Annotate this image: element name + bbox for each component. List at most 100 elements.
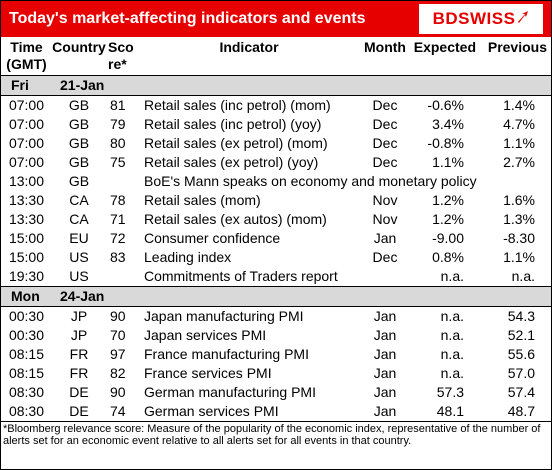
cell-country: GB: [68, 153, 90, 170]
cell-expected: -0.8%: [427, 134, 464, 151]
indicators-table: Time (GMT) Country Sco re* Indicator Month…: [1, 37, 551, 421]
cell-month: Jan: [373, 402, 397, 419]
cell-score: 79: [110, 115, 126, 132]
cell-time: 13:30: [8, 191, 45, 208]
cell-time: 07:00: [8, 134, 45, 151]
cell-indicator: Retail sales (ex petrol) (mom): [144, 134, 328, 151]
cell-indicator: German services PMI: [144, 402, 279, 419]
cell-previous: 1.6%: [503, 191, 535, 208]
cell-indicator: Commitments of Traders report: [144, 267, 338, 284]
cell-score: 72: [110, 229, 126, 246]
cell-country: CA: [69, 210, 89, 227]
cell-time: 07:00: [8, 153, 45, 170]
cell-score: 81: [110, 96, 126, 113]
table-row: 15:00 US 83 Leading index Dec 0.8% 1.1%: [1, 248, 551, 267]
cell-time: 13:30: [8, 210, 45, 227]
title-bar: Today's market-affecting indicators and …: [1, 1, 551, 37]
cell-month: Nov: [372, 210, 398, 227]
footnote: *Bloomberg relevance score: Measure of t…: [1, 420, 551, 447]
cell-month: Nov: [372, 191, 398, 208]
cell-indicator: Consumer confidence: [144, 229, 281, 246]
cell-country: US: [69, 267, 89, 284]
cell-expected: 0.8%: [432, 248, 464, 265]
cell-time: 08:30: [8, 383, 45, 400]
col-time: Time (GMT): [6, 39, 47, 72]
cell-expected: n.a.: [440, 364, 464, 381]
cell-indicator: Retail sales (inc petrol) (mom): [144, 96, 331, 113]
cell-score: 82: [110, 364, 126, 381]
table-row: 07:00 GB 81 Retail sales (inc petrol) (mom)…: [1, 95, 551, 115]
cell-previous: 52.1: [507, 326, 535, 343]
cell-indicator: Japan manufacturing PMI: [144, 307, 304, 324]
cell-indicator: France services PMI: [144, 364, 272, 381]
brand-logo: BDSWISS: [419, 4, 543, 34]
cell-previous: 1.1%: [503, 134, 535, 151]
cell-indicator: Retail sales (ex autos) (mom): [144, 210, 327, 227]
cell-previous: -8.30: [503, 229, 535, 246]
cell-country: CA: [69, 191, 89, 208]
cell-time: 00:30: [8, 326, 45, 343]
cell-country: JP: [70, 307, 88, 324]
table-row: 13:30 CA 78 Retail sales (mom) Nov 1.2% 1.6%: [1, 191, 551, 210]
cell-previous: 55.6: [507, 345, 535, 362]
cell-score: 83: [110, 248, 126, 265]
cell-month: Jan: [373, 383, 397, 400]
col-previous: Previous: [487, 39, 547, 55]
cell-time: 13:00: [8, 172, 45, 189]
cell-expected: 1.1%: [432, 153, 464, 170]
table-row: 08:15 FR 82 France services PMI Jan n.a. 57.0: [1, 364, 551, 383]
cell-expected: 1.2%: [432, 191, 464, 208]
cell-indicator: Japan services PMI: [144, 326, 267, 343]
table-row: 15:00 EU 72 Consumer confidence Jan -9.00 -8.3…: [1, 229, 551, 248]
cell-time: 07:00: [8, 96, 45, 113]
day-date: 24-Jan: [52, 285, 551, 307]
cell-expected: n.a.: [440, 345, 464, 362]
table-row: 13:30 CA 71 Retail sales (ex autos) (mom) No…: [1, 210, 551, 229]
cell-month: Dec: [372, 153, 398, 170]
cell-country: FR: [69, 364, 89, 381]
table-row: 13:00 GB BoE's Mann speaks on economy and …: [1, 172, 551, 191]
cell-indicator: BoE's Mann speaks on economy and monetar…: [144, 172, 477, 189]
cell-country: JP: [70, 326, 88, 343]
table-row: 07:00 GB 79 Retail sales (inc petrol) (yoy)…: [1, 115, 551, 134]
cell-time: 07:00: [8, 115, 45, 132]
cell-month: Jan: [373, 326, 397, 343]
cell-score: 90: [110, 383, 126, 400]
col-country: Country: [52, 39, 106, 55]
table-row: 07:00 GB 75 Retail sales (ex petrol) (yoy) D…: [1, 153, 551, 172]
day-header-row: Mon 24-Jan: [1, 285, 551, 307]
cell-previous: 1.3%: [503, 210, 535, 227]
cell-month: [360, 267, 410, 287]
cell-score: 75: [110, 153, 126, 170]
table-row: 19:30 US Commitments of Traders report n.a.…: [1, 267, 551, 287]
col-score: Sco re*: [108, 39, 134, 72]
cell-score: [106, 267, 138, 287]
cell-month: Dec: [372, 134, 398, 151]
table-row: 00:30 JP 70 Japan services PMI Jan n.a. 52.1: [1, 326, 551, 345]
cell-expected: 57.3: [436, 383, 464, 400]
cell-score: 71: [110, 210, 126, 227]
cell-time: 19:30: [8, 267, 45, 284]
cell-month: Jan: [373, 364, 397, 381]
cell-score: 80: [110, 134, 126, 151]
cell-time: 08:15: [8, 345, 45, 362]
cell-previous: 1.1%: [503, 248, 535, 265]
cell-month: Jan: [373, 307, 397, 324]
logo-arrow-icon: [517, 10, 529, 29]
cell-score: 90: [110, 307, 126, 324]
cell-indicator: France manufacturing PMI: [144, 345, 309, 362]
table-row: 07:00 GB 80 Retail sales (ex petrol) (mom) D…: [1, 134, 551, 153]
cell-indicator: Retail sales (ex petrol) (yoy): [144, 153, 319, 170]
cell-expected: 48.1: [436, 402, 464, 419]
cell-indicator: Retail sales (mom): [144, 191, 261, 208]
day-header-row: Fri 21-Jan: [1, 74, 551, 96]
cell-month: Dec: [372, 96, 398, 113]
cell-expected: -9.00: [432, 229, 464, 246]
logo-text: BDSWISS: [432, 9, 516, 28]
cell-expected: 3.4%: [432, 115, 464, 132]
cell-time: 15:00: [8, 229, 45, 246]
cell-expected: 1.2%: [432, 210, 464, 227]
cell-country: DE: [69, 383, 89, 400]
col-expected: Expected: [413, 39, 476, 55]
